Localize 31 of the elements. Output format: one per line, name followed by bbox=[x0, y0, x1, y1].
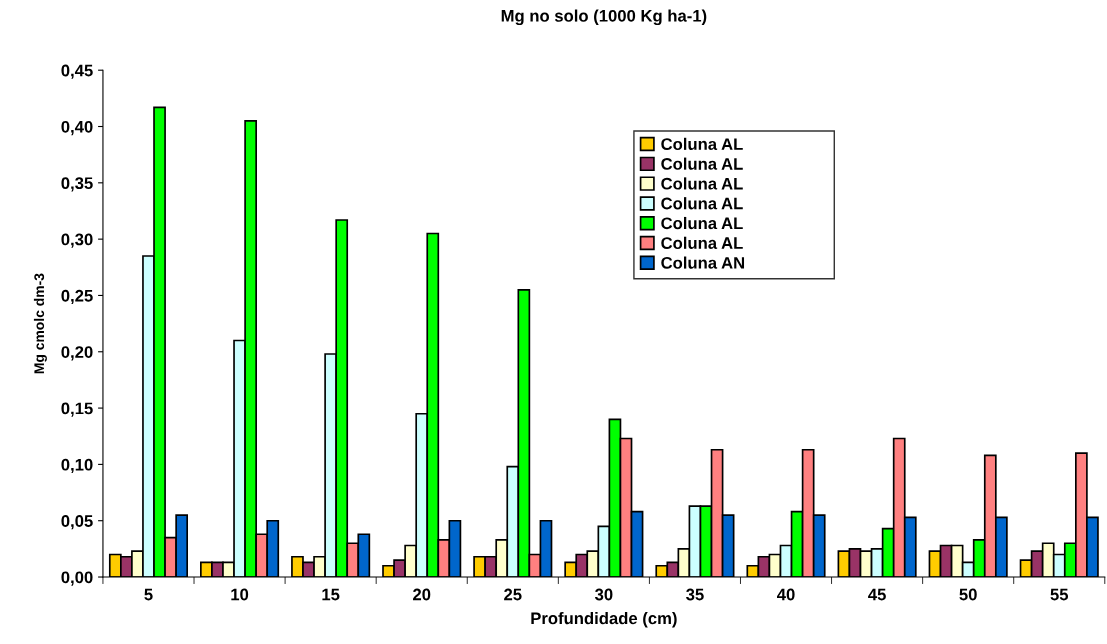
y-tick-label: 0,35 bbox=[61, 177, 93, 192]
x-tick-label: 45 bbox=[868, 588, 886, 601]
y-tick-label: 0,00 bbox=[61, 571, 93, 586]
x-tick-label: 20 bbox=[413, 588, 431, 601]
y-tick-label: 0,45 bbox=[61, 64, 93, 79]
legend-label: Coluna AL bbox=[661, 236, 743, 249]
y-tick-label: 0,30 bbox=[61, 233, 93, 248]
y-tick-label: 0,20 bbox=[61, 346, 93, 361]
x-tick-label: 5 bbox=[144, 588, 153, 601]
legend-label: Coluna AL bbox=[661, 157, 743, 170]
legend-label: Coluna AL bbox=[661, 216, 743, 230]
legend-label: Coluna AL bbox=[661, 177, 743, 190]
x-tick-label: 10 bbox=[231, 588, 249, 601]
y-tick-label: 0,40 bbox=[61, 120, 93, 136]
x-tick-label: 15 bbox=[322, 588, 340, 601]
y-tick-label: 0,25 bbox=[61, 289, 93, 305]
x-tick-label: 40 bbox=[777, 588, 795, 601]
x-tick-label: 25 bbox=[504, 588, 522, 601]
x-tick-label: 55 bbox=[1050, 588, 1069, 601]
x-tick-label: 30 bbox=[594, 588, 613, 601]
y-tick-label: 0,05 bbox=[61, 515, 93, 530]
chart-title: Mg no solo (1000 Kg ha-1) bbox=[501, 9, 707, 26]
y-tick-label: 0,15 bbox=[61, 402, 93, 417]
y-axis-title: Mg cmolc dm-3 bbox=[33, 273, 47, 374]
y-tick-label: 0,10 bbox=[61, 458, 93, 474]
x-tick-label: 35 bbox=[686, 588, 704, 601]
legend-label: Coluna AN bbox=[661, 256, 745, 269]
x-axis-title: Profundidade (cm) bbox=[531, 612, 677, 628]
x-tick-label: 50 bbox=[959, 588, 977, 601]
legend-label: Coluna AL bbox=[661, 197, 743, 210]
legend-label: Coluna AL bbox=[661, 137, 743, 151]
